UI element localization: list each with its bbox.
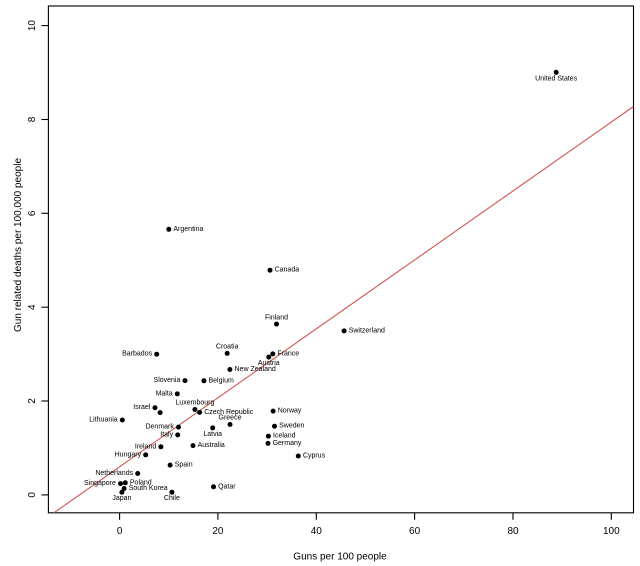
svg-text:Germany: Germany [273,440,302,447]
svg-text:Czech Republic: Czech Republic [204,409,254,416]
svg-text:4: 4 [27,304,38,310]
svg-text:Japan: Japan [112,495,131,502]
svg-text:Iceland: Iceland [273,433,296,440]
svg-text:6: 6 [27,210,38,216]
svg-text:Netherlands: Netherlands [95,470,133,477]
svg-text:Argentina: Argentina [173,226,203,233]
svg-text:Guns per 100 people: Guns per 100 people [293,552,387,563]
svg-text:Switzerland: Switzerland [349,327,385,334]
svg-text:New Zealand: New Zealand [235,366,276,373]
svg-text:20: 20 [212,526,224,537]
svg-text:Spain: Spain [175,462,193,469]
svg-text:Norway: Norway [278,408,302,415]
svg-text:Greece: Greece [219,415,242,422]
svg-text:10: 10 [27,20,38,32]
svg-text:South Korea: South Korea [129,485,168,492]
svg-text:Poland: Poland [130,479,152,486]
svg-text:Australia: Australia [198,442,225,449]
svg-text:Luxembourg: Luxembourg [175,400,214,407]
svg-text:Ireland: Ireland [135,443,157,450]
svg-text:Cyprus: Cyprus [303,453,326,460]
svg-text:Malta: Malta [156,390,173,397]
svg-text:Slovenia: Slovenia [154,377,181,384]
svg-text:Lithuania: Lithuania [89,417,118,424]
svg-text:40: 40 [311,526,323,537]
svg-text:Finland: Finland [265,314,288,321]
svg-text:Austria: Austria [258,360,280,367]
svg-text:Singapore: Singapore [84,480,116,487]
svg-text:France: France [277,350,299,357]
svg-text:60: 60 [409,526,421,537]
svg-text:Denmark: Denmark [145,424,174,431]
svg-text:8: 8 [27,116,38,122]
svg-text:United States: United States [535,75,578,82]
svg-text:Latvia: Latvia [203,431,222,438]
svg-text:0: 0 [117,526,123,537]
svg-text:Belgium: Belgium [209,377,234,384]
svg-text:2: 2 [27,398,38,404]
svg-text:Canada: Canada [275,267,300,274]
svg-text:Italy: Italy [160,431,173,438]
svg-text:Israel: Israel [133,404,151,411]
svg-text:Croatia: Croatia [216,344,239,351]
svg-text:Gun related deaths per 100,000: Gun related deaths per 100,000 people [13,158,24,332]
svg-text:80: 80 [507,526,519,537]
svg-text:Barbados: Barbados [122,351,152,358]
svg-text:Hungary: Hungary [115,451,142,458]
svg-text:0: 0 [27,492,38,498]
svg-text:Chile: Chile [164,495,180,502]
svg-text:Sweden: Sweden [279,423,304,430]
svg-text:Qatar: Qatar [218,483,236,490]
svg-text:100: 100 [603,526,620,537]
